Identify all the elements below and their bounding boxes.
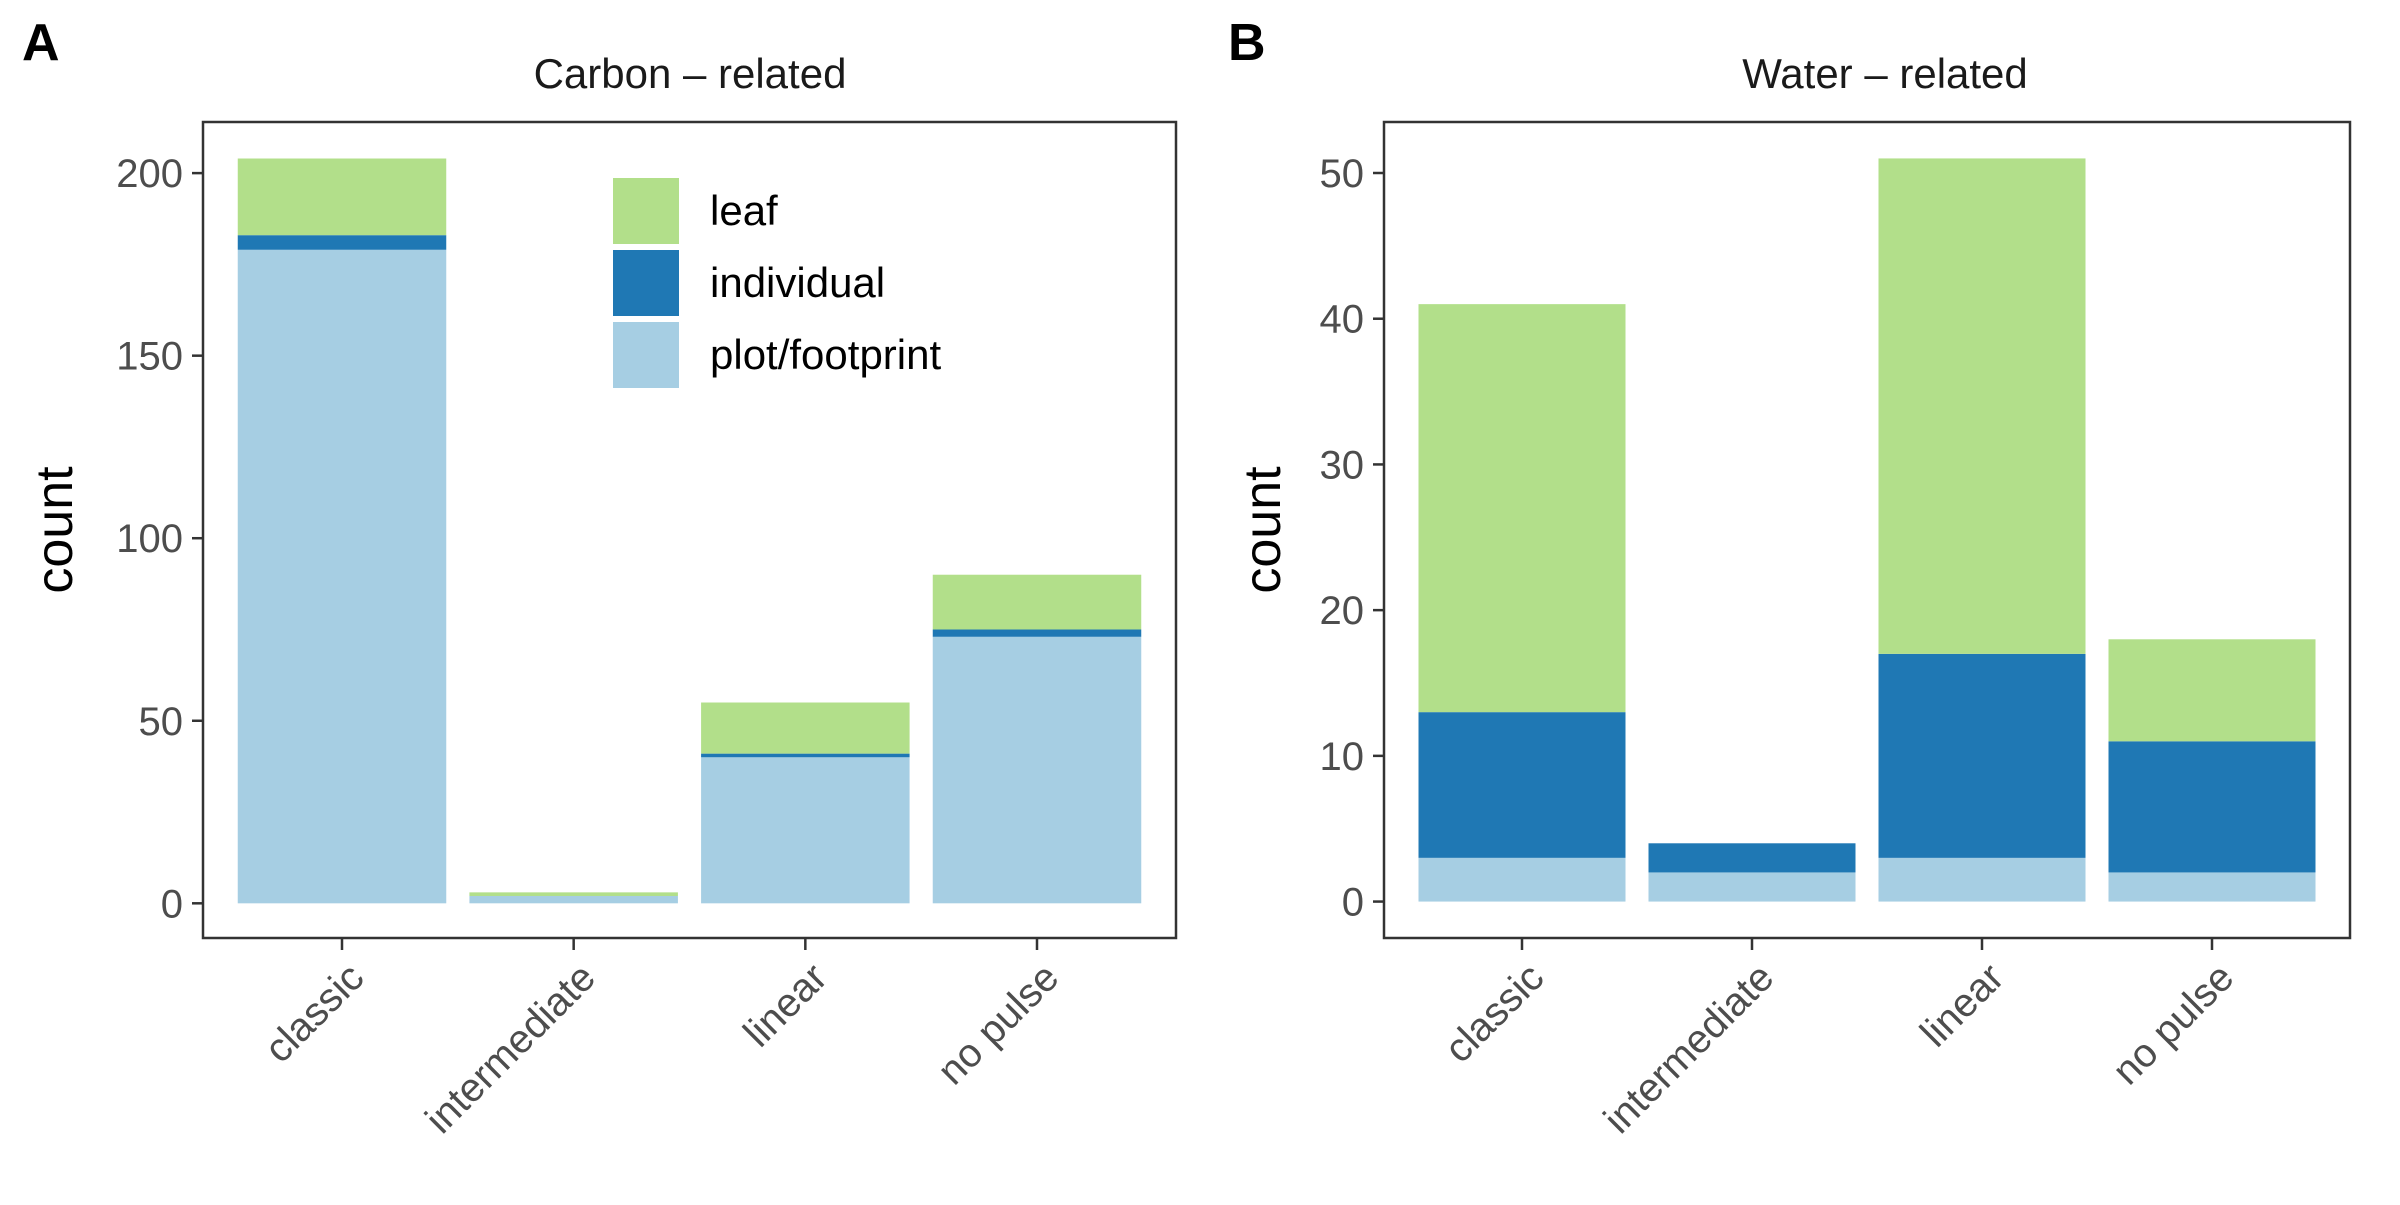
panel-a-x-tick-label: intermediate [417,955,604,1142]
panel-b-bar-linear-plot-footprint [1878,857,2086,902]
panel-b-y-tick-label: 20 [1320,589,1365,633]
panel-a-plot-frame [201,120,1178,940]
legend: leaf individual plot/footprint [613,178,941,388]
panel-a-y-tick-label: 150 [116,335,183,379]
panel-a-bar-intermediate-plot-footprint [469,896,678,904]
panel-b-y-axis-title: count [1234,466,1292,594]
panel-a-x-tick-label: no pulse [929,955,1067,1093]
panel-b-y-tick-label: 0 [1342,881,1364,925]
panel-b-bar-no-pulse-individual [2108,741,2316,873]
panel-b-x-tick-label: linear [1912,955,2012,1055]
panel-a-y-tick-label: 200 [116,152,183,196]
legend-label-leaf: leaf [710,187,778,234]
panel-a-x-tick-label: classic [256,955,372,1071]
panel-b-title: Water – related [1742,50,2028,97]
panel-a-bar-linear-plot-footprint [701,757,910,904]
panel-b-y-tick-label: 40 [1320,298,1365,342]
legend-key-individual [613,250,679,316]
panel-b-bar-intermediate-plot-footprint [1648,872,1856,902]
panel-b-x-tick-label: intermediate [1596,955,1783,1142]
panel-a-bar-linear-individual [701,753,910,758]
panel-b-bar-no-pulse-leaf [2108,639,2316,742]
panel-a-bar-classic-plot-footprint [237,249,447,904]
panel-a-bar-no-pulse-leaf [932,574,1142,630]
legend-key-leaf [613,178,679,244]
panel-b-y-tick-label: 50 [1320,152,1365,196]
panel-a-bar-no-pulse-plot-footprint [932,636,1142,904]
panel-a-letter: A [22,14,60,72]
panel-a-y-axis-title: count [26,466,84,594]
panel-a-bar-intermediate-leaf [469,892,678,897]
panel-b-x-tick-label: no pulse [2104,955,2242,1093]
panel-b-bar-no-pulse-plot-footprint [2108,872,2316,902]
panel-a-y-tick-label: 0 [161,882,183,926]
panel-a-bar-classic-leaf [237,158,447,236]
panel-b-bar-linear-leaf [1878,158,2086,654]
panel-a-title: Carbon – related [534,50,847,97]
panel-a-bar-classic-individual [237,235,447,250]
legend-label-individual: individual [710,259,885,306]
panel-b-bar-classic-leaf [1418,304,1626,713]
panel-b-x-tick-label: classic [1436,955,1552,1071]
panel-b-bar-classic-plot-footprint [1418,857,1626,902]
panel-b-letter: B [1228,14,1266,72]
legend-key-plot-footprint [613,322,679,388]
panel-b-bar-linear-individual [1878,653,2086,858]
panel-a-y-tick-label: 50 [139,700,184,744]
panel-b-y-tick-label: 10 [1320,735,1365,779]
panel-a-bar-linear-leaf [701,702,910,754]
panel-a-bar-no-pulse-individual [932,629,1142,637]
panel-a-y-tick-label: 100 [116,517,183,561]
legend-label-plot-footprint: plot/footprint [710,331,941,378]
panel-b-y-tick-label: 30 [1320,443,1365,487]
panel-b-plot-frame [1382,120,2352,940]
panel-b-bar-classic-individual [1418,712,1626,858]
panel-a-x-tick-label: linear [735,955,835,1055]
panel-b-bar-intermediate-individual [1648,843,1856,873]
